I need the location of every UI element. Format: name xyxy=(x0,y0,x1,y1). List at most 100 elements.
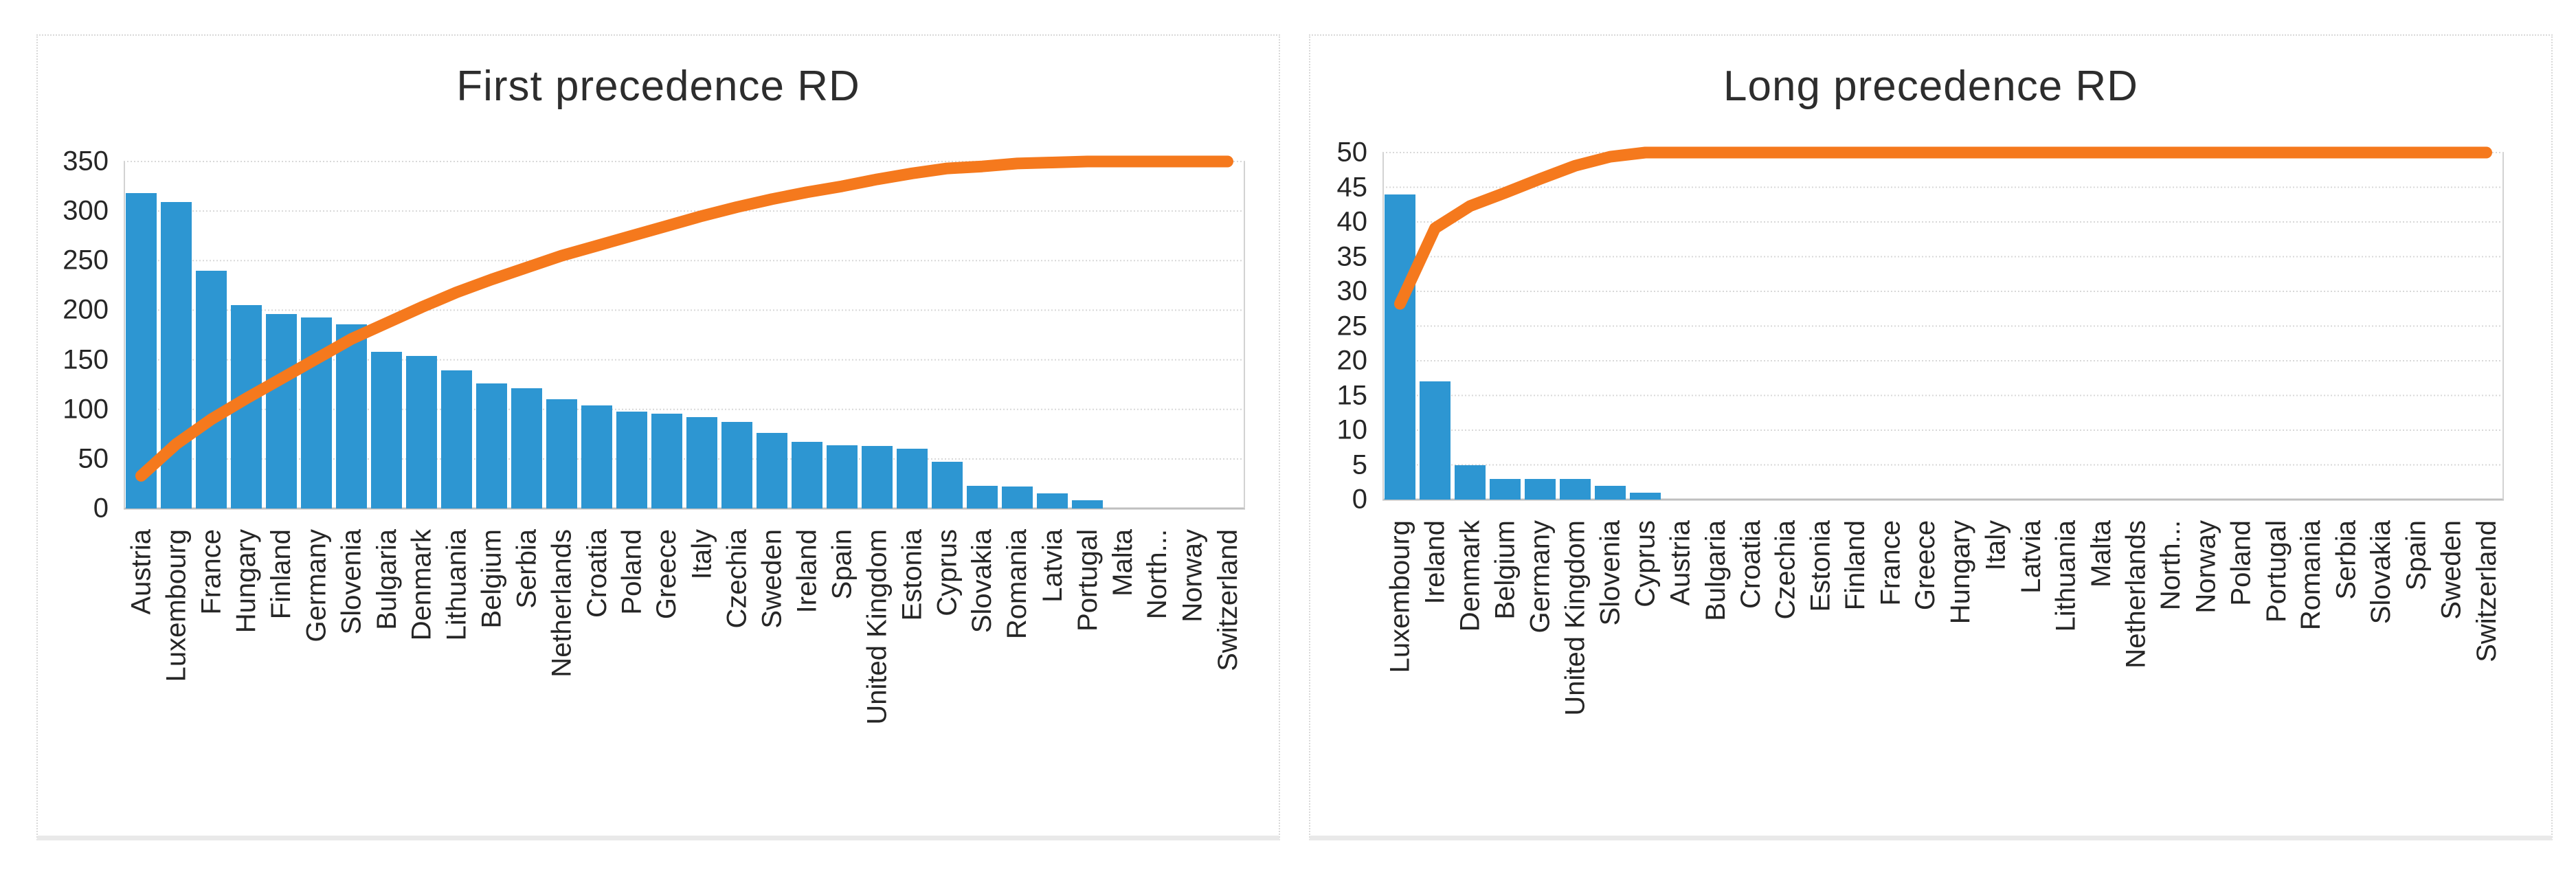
x-axis-label: Italy xyxy=(686,529,717,580)
x-label-slot: North... xyxy=(2153,520,2188,816)
bar-series xyxy=(1382,153,2504,500)
x-axis-label: Netherlands xyxy=(2120,520,2151,669)
x-label-slot: Poland xyxy=(614,529,649,825)
x-label-slot: Ireland xyxy=(789,529,825,825)
x-axis-label: Denmark xyxy=(406,529,437,641)
x-axis-label: Ireland xyxy=(792,529,822,614)
x-label-slot: Netherlands xyxy=(2118,520,2153,816)
bar-Estonia xyxy=(897,449,928,508)
x-axis-label: Serbia xyxy=(511,529,542,609)
x-label-slot: Luxembourg xyxy=(1382,520,1418,816)
y-axis-label: 250 xyxy=(63,245,109,276)
bar-slot xyxy=(1418,153,1453,500)
plot-area xyxy=(124,155,1245,510)
x-label-slot: North... xyxy=(1140,529,1175,825)
x-axis-label: Serbia xyxy=(2331,520,2362,600)
bar-slot xyxy=(334,161,369,508)
x-label-slot: Greece xyxy=(649,529,684,825)
x-label-slot: Latvia xyxy=(1035,529,1070,825)
y-axis: 0 50 100 150 200 250 300 350 xyxy=(38,146,109,524)
bar-Serbia xyxy=(511,388,542,508)
x-axis-label: Cyprus xyxy=(932,529,963,616)
bar-Cyprus xyxy=(932,462,963,508)
bar-Netherlands xyxy=(546,399,577,508)
x-axis-label: Hungary xyxy=(231,529,262,634)
x-label-slot: Finland xyxy=(1838,520,1873,816)
bar-Croatia xyxy=(581,405,612,508)
x-axis-label: Austria xyxy=(126,529,157,615)
bar-slot xyxy=(1628,153,1663,500)
bar-slot xyxy=(1382,153,1418,500)
x-axis-label: Lithuania xyxy=(2050,520,2081,632)
x-label-slot: Malta xyxy=(2083,520,2118,816)
bar-slot xyxy=(789,161,825,508)
y-axis-label: 50 xyxy=(1336,137,1368,168)
bar-slot xyxy=(1523,153,1558,500)
x-axis-label: Finland xyxy=(266,529,297,620)
x-axis-label: Malta xyxy=(1107,529,1138,596)
bar-slot xyxy=(509,161,544,508)
bar-Romania xyxy=(1002,487,1033,508)
y-axis-label: 150 xyxy=(63,344,109,375)
bar-Cyprus xyxy=(1630,492,1661,500)
x-axis-label: Belgium xyxy=(1490,520,1521,620)
x-axis-label: Germany xyxy=(301,529,332,642)
bar-Ireland xyxy=(792,442,822,508)
x-axis-label: Estonia xyxy=(897,529,928,621)
x-label-slot: Austria xyxy=(124,529,159,825)
plot-area xyxy=(1382,146,2504,501)
bar-slot xyxy=(194,161,229,508)
bar-slot xyxy=(649,161,684,508)
y-axis: 0 5 10 15 20 25 30 35 40 45 50 xyxy=(1310,137,1368,515)
x-axis-label: France xyxy=(1875,520,1906,606)
bar-Sweden xyxy=(757,433,787,508)
bar-slot xyxy=(369,161,404,508)
x-label-slot: Austria xyxy=(1663,520,1698,816)
bar-Slovakia xyxy=(967,485,998,508)
cumulative-line-layer xyxy=(1394,146,2492,310)
x-axis-label: Greece xyxy=(651,529,682,620)
y-axis-label: 10 xyxy=(1336,414,1368,445)
bar-slot xyxy=(264,161,299,508)
x-axis-label: Sweden xyxy=(757,529,787,629)
x-label-slot: France xyxy=(194,529,229,825)
x-axis-label: Poland xyxy=(2226,520,2256,606)
x-label-slot: Denmark xyxy=(404,529,439,825)
bar-slot xyxy=(754,161,789,508)
x-label-slot: Luxembourg xyxy=(159,529,194,825)
bar-slot xyxy=(825,161,860,508)
y-axis-label: 30 xyxy=(1336,276,1368,306)
x-axis-label: Lithuania xyxy=(441,529,472,641)
cumulative-line-layer xyxy=(135,155,1233,482)
bar-slot xyxy=(614,161,649,508)
bar-slot xyxy=(1453,153,1488,500)
x-label-slot: United Kingdom xyxy=(860,529,895,825)
bar-Spain xyxy=(827,445,858,508)
bar-Portugal xyxy=(1072,500,1103,508)
x-axis-label: Greece xyxy=(1910,520,1941,611)
x-label-slot: Malta xyxy=(1105,529,1140,825)
x-axis-label: Bulgaria xyxy=(371,529,402,630)
x-label-slot: Switzerland xyxy=(2469,520,2504,816)
x-label-slot: Norway xyxy=(2188,520,2224,816)
x-axis-label: Austria xyxy=(1665,520,1696,606)
chart-panel-long-precedence: Long precedence RD 0 5 10 15 20 25 30 35 40 45 50 … xyxy=(1309,34,2553,840)
bar-United Kingdom xyxy=(862,446,893,508)
x-label-slot: Slovakia xyxy=(2364,520,2399,816)
x-label-slot: Cyprus xyxy=(1628,520,1663,816)
y-axis-label: 35 xyxy=(1336,241,1368,271)
x-label-slot: Croatia xyxy=(1733,520,1768,816)
x-label-slot: Belgium xyxy=(474,529,509,825)
x-label-slot: Ireland xyxy=(1418,520,1453,816)
x-label-slot: Portugal xyxy=(1070,529,1105,825)
chart-panel-first-precedence: First precedence RD 0 50 100 150 200 250 300 35… xyxy=(36,34,1280,840)
bar-slot xyxy=(1558,153,1593,500)
x-label-slot: Spain xyxy=(825,529,860,825)
x-label-slot: Poland xyxy=(2224,520,2259,816)
x-axis-label: Switzerland xyxy=(1212,529,1243,671)
bar-slot xyxy=(1488,153,1523,500)
bar-Poland xyxy=(616,411,647,508)
x-axis-label: Czechia xyxy=(1770,520,1801,620)
y-axis-label: 0 xyxy=(93,493,109,524)
bar-slot xyxy=(1035,161,1070,508)
